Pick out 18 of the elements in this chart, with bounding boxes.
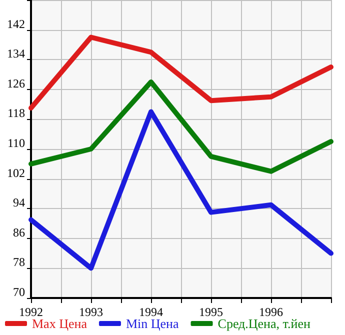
x-tick-label: 1992 [19,305,43,319]
x-tick-label: 1995 [199,305,223,319]
x-tick-label: 1996 [259,305,283,319]
legend-label: Сред.Цена, т.йен [218,316,310,331]
y-tick-label: 110 [7,136,25,150]
legend-label: Min Цена [126,316,179,331]
x-tick-label: 1993 [79,305,103,319]
y-tick-label: 70 [13,285,25,299]
y-tick-label: 126 [7,76,25,90]
y-tick-label: 142 [7,16,25,31]
y-tick-label: 134 [7,46,25,61]
y-tick-label: 102 [7,166,25,180]
y-tick-label: 118 [7,106,25,120]
y-tick-label: 86 [13,225,25,240]
legend-label: Max Цена [32,316,88,331]
x-tick-label: 1994 [139,305,163,319]
y-tick-label: 94 [13,196,25,210]
y-tick-label: 78 [13,255,25,270]
